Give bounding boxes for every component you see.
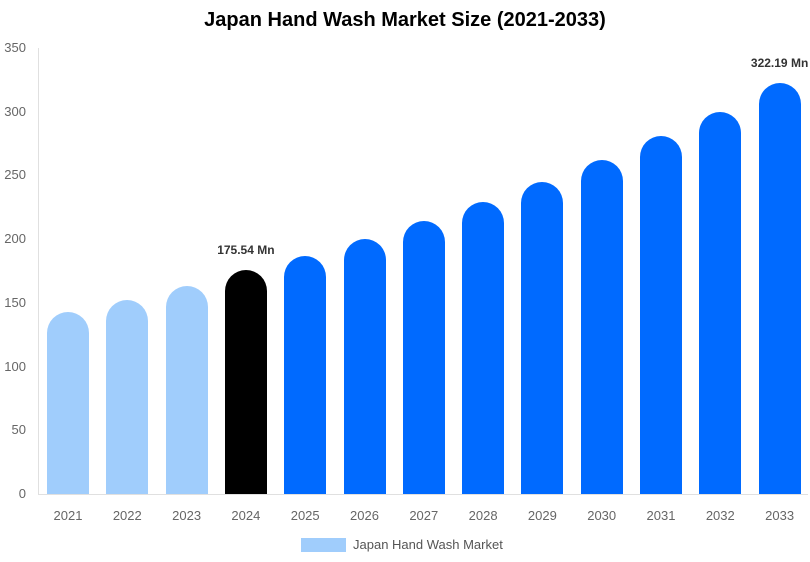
bar-2031[interactable] [640,135,682,494]
x-tick-label: 2028 [468,508,498,523]
bar-2030[interactable] [580,160,623,494]
x-tick-label: 2026 [350,508,379,523]
x-tick-label: 2029 [527,508,557,523]
y-axis-line [38,48,39,494]
y-tick-label: 0 [18,486,26,501]
y-tick-label: 50 [11,422,26,438]
bar-2025[interactable] [284,255,327,494]
x-tick-label: 2030 [587,508,617,523]
bar-2024[interactable] [224,270,267,494]
data-label-2033: 322.19 Mn [750,56,809,71]
bar-2021[interactable] [47,311,89,494]
y-tick-label: 100 [4,358,26,374]
bar-2027[interactable] [402,221,445,494]
x-tick-label: 2027 [409,508,439,523]
y-tick-label: 150 [4,294,26,310]
bar-2028[interactable] [462,202,505,494]
bar-2023[interactable] [165,286,208,494]
bar-2033[interactable] [758,83,801,494]
bar-2022[interactable] [106,300,149,494]
chart-title: Japan Hand Wash Market Size (2021-2033) [204,9,606,31]
legend-label: Japan Hand Wash Market [353,537,503,552]
y-tick-label: 350 [4,40,26,55]
bar-2029[interactable] [521,181,564,494]
bar-2026[interactable] [343,239,386,494]
legend-swatch [301,537,346,552]
x-tick-label: 2022 [112,508,142,523]
x-tick-label: 2024 [231,508,261,523]
x-tick-label: 2023 [172,508,202,523]
x-tick-label: 2025 [290,508,320,523]
y-tick-label: 300 [4,103,26,119]
data-label-2024: 175.54 Mn [217,243,275,258]
x-tick-label: 2021 [53,508,83,523]
y-tick-label: 200 [4,231,26,247]
x-axis-line [38,494,808,495]
x-tick-label: 2032 [705,508,735,523]
x-tick-label: 2033 [765,508,795,523]
y-tick-label: 250 [4,167,26,183]
legend[interactable]: Japan Hand Wash Market [301,537,503,552]
x-tick-label: 2031 [646,508,676,523]
bar-2032[interactable] [699,111,742,494]
